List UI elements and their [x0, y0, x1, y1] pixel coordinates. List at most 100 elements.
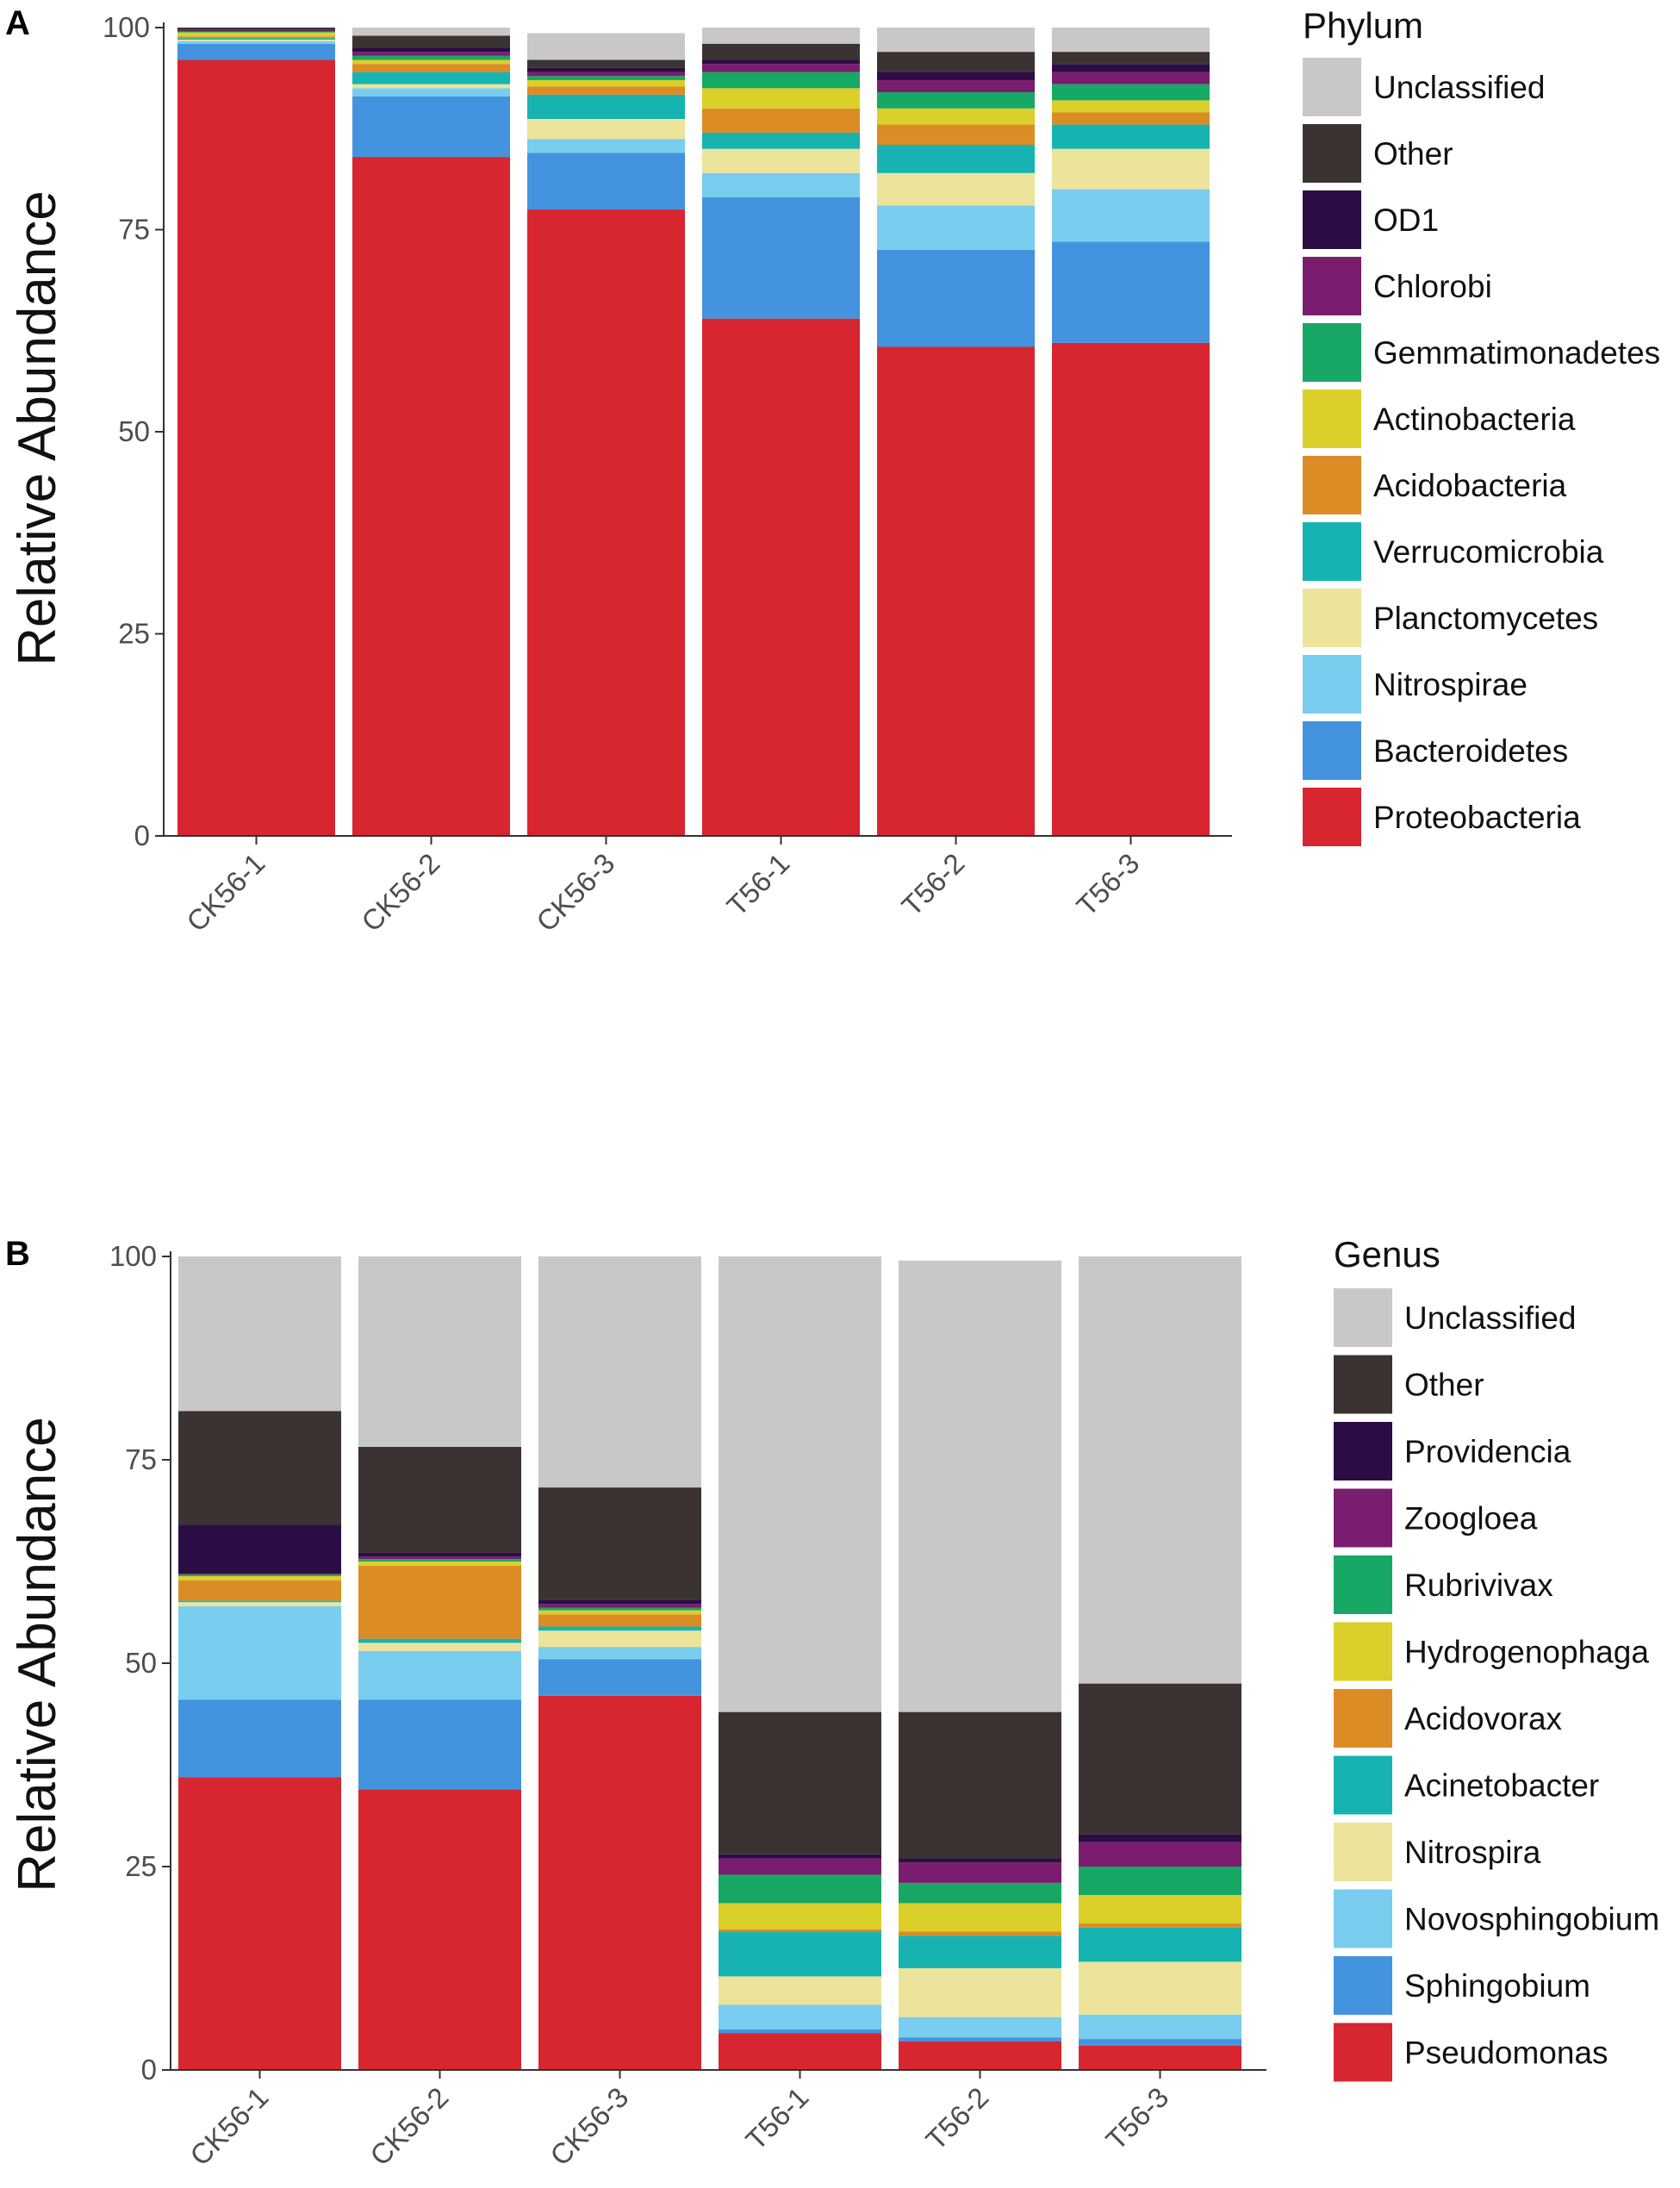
panel-a-x-tick-label-t56-1: T56-1 — [720, 847, 795, 922]
panel-b-segment-hydrogenophaga — [1079, 1895, 1241, 1924]
panel-b-bar-ck56-1 — [178, 1256, 341, 2070]
panel-b-segment-other — [178, 1411, 341, 1525]
panel-a-segment-actinobacteria — [1052, 100, 1210, 113]
panel-b-segment-novosphingobium — [358, 1650, 521, 1700]
panel-a-segment-unclassified — [702, 28, 860, 44]
panel-a-segment-chlorobi — [352, 52, 510, 56]
panel-a-segment-proteobacteria — [1052, 342, 1210, 836]
panel-b-legend-label-nitrospira: Nitrospira — [1404, 1835, 1541, 1870]
panel-a-segment-verrucomicrobia — [352, 72, 510, 84]
panel-b-bar-ck56-2 — [358, 1256, 521, 2070]
panel-a-legend-item-gemmatimonadetes: Gemmatimonadetes — [1303, 323, 1660, 382]
panel-b-legend-item-hydrogenophaga: Hydrogenophaga — [1334, 1622, 1649, 1681]
panel-b-legend-label-acinetobacter: Acinetobacter — [1404, 1768, 1599, 1804]
panel-a-segment-proteobacteria — [177, 59, 335, 836]
panel-b-segment-acidovorax — [899, 1931, 1061, 1936]
panel-a-bar-ck56-3 — [527, 33, 685, 837]
panel-b-segment-acinetobacter — [538, 1626, 701, 1631]
panel-b-legend-item-rubrivivax: Rubrivivax — [1334, 1555, 1553, 1614]
panel-b-x-tick-label-ck56-1: CK56-1 — [184, 2081, 274, 2172]
panel-b-y-tick-label: 50 — [125, 1647, 157, 1679]
panel-a-segment-acidobacteria — [877, 124, 1035, 146]
panel-b-segment-nitrospira — [1079, 1961, 1241, 2015]
panel-a-legend-label-proteobacteria: Proteobacteria — [1373, 800, 1581, 835]
panel-a-legend-item-proteobacteria: Proteobacteria — [1303, 788, 1581, 846]
panel-b-segment-nitrospira — [358, 1643, 521, 1651]
panel-b-y-tick-label: 100 — [109, 1240, 157, 1272]
panel-b-legend-label-sphingobium: Sphingobium — [1404, 1968, 1590, 2004]
panel-a-legend-item-chlorobi: Chlorobi — [1303, 257, 1492, 315]
panel-b-legend-label-acidovorax: Acidovorax — [1404, 1701, 1563, 1736]
panel-a-bars — [177, 28, 1210, 837]
panel-b-legend-swatch-unclassified — [1334, 1288, 1392, 1347]
panel-b-segment-pseudomonas — [538, 1695, 701, 2070]
panel-b-x-tick-label-t56-1: T56-1 — [739, 2081, 814, 2156]
panel-a-segment-bacteroidetes — [177, 43, 335, 60]
panel-a-segment-od1 — [352, 47, 510, 53]
panel-a-y-tick-label: 75 — [118, 214, 150, 246]
panel-a-segment-bacteroidetes — [702, 196, 860, 319]
panel-a-x-tick-label-t56-3: T56-3 — [1070, 847, 1145, 922]
panel-a-segment-planctomycetes — [177, 40, 335, 41]
panel-b-segment-zoogloea — [719, 1858, 881, 1875]
panel-b-legend: Unclassified Other Providencia Zoogloea Rubr… — [1334, 1288, 1659, 2082]
panel-a-segment-nitrospirae — [352, 88, 510, 97]
panel-b-legend-item-unclassified: Unclassified — [1334, 1288, 1576, 1347]
panel-a-segment-unclassified — [877, 28, 1035, 53]
panel-b-y-tick-label: 25 — [125, 1850, 157, 1882]
panel-b-segment-hydrogenophaga — [899, 1903, 1061, 1932]
panel-a-bar-ck56-2 — [352, 28, 510, 836]
panel-a-bar-ck56-1 — [177, 28, 335, 836]
panel-a-legend-swatch-od1 — [1303, 190, 1361, 249]
panel-a-legend-swatch-acidobacteria — [1303, 456, 1361, 514]
panel-a-segment-bacteroidetes — [352, 96, 510, 158]
panel-b-segment-sphingobium — [1079, 2039, 1241, 2046]
panel-b-legend-label-hydrogenophaga: Hydrogenophaga — [1404, 1635, 1649, 1670]
panel-a-segment-gemmatimonadetes — [702, 72, 860, 89]
panel-a-segment-gemmatimonadetes — [877, 92, 1035, 109]
panel-b-segment-unclassified — [538, 1256, 701, 1488]
panel-a-legend-item-nitrospirae: Nitrospirae — [1303, 655, 1528, 714]
panel-a-x-tick-label-t56-2: T56-2 — [895, 847, 970, 922]
panel-a-segment-proteobacteria — [702, 318, 860, 836]
panel-a-legend-swatch-gemmatimonadetes — [1303, 323, 1361, 382]
panel-b-bar-t56-1 — [719, 1256, 881, 2070]
panel-a-segment-nitrospirae — [527, 139, 685, 153]
panel-b-segment-zoogloea — [358, 1556, 521, 1560]
panel-b-segment-hydrogenophaga — [719, 1903, 881, 1929]
panel-b-segment-novosphingobium — [899, 2017, 1061, 2038]
panel-a-x-axis: CK56-1 CK56-2 CK56-3 T56-1 T56-2 T56-3 — [164, 835, 1232, 938]
panel-b-legend-item-acidovorax: Acidovorax — [1334, 1689, 1563, 1748]
panel-a-segment-actinobacteria — [877, 108, 1035, 125]
panel-a-segment-planctomycetes — [527, 118, 685, 140]
panel-b-segment-zoogloea — [538, 1604, 701, 1608]
panel-a-segment-acidobacteria — [702, 108, 860, 133]
panel-b-legend-swatch-hydrogenophaga — [1334, 1622, 1392, 1681]
panel-a-bar-t56-3 — [1052, 28, 1210, 836]
panel-b-segment-providencia — [178, 1524, 341, 1574]
panel-a-segment-nitrospirae — [177, 41, 335, 44]
panel-a-legend-swatch-nitrospirae — [1303, 655, 1361, 714]
panel-a-legend-title: Phylum — [1303, 5, 1423, 46]
panel-a-legend-label-planctomycetes: Planctomycetes — [1373, 601, 1598, 636]
panel-b-segment-novosphingobium — [178, 1605, 341, 1700]
panel-b-y-tick-label: 0 — [141, 2054, 157, 2085]
panel-a-segment-acidobacteria — [352, 64, 510, 72]
panel-a-legend-item-acidobacteria: Acidobacteria — [1303, 456, 1567, 514]
panel-b-segment-rubrivivax — [899, 1882, 1061, 1904]
panel-a-legend-label-od1: OD1 — [1373, 203, 1439, 238]
panel-b-segment-other — [538, 1487, 701, 1600]
panel-b-segment-acinetobacter — [899, 1936, 1061, 1968]
panel-b-legend-label-other: Other — [1404, 1368, 1484, 1403]
panel-b-segment-sphingobium — [178, 1699, 341, 1778]
panel-a-segment-actinobacteria — [527, 79, 685, 87]
panel-a-x-tick-label-ck56-3: CK56-3 — [530, 847, 620, 938]
panel-a-segment-verrucomicrobia — [177, 38, 335, 41]
panel-a-legend-label-chlorobi: Chlorobi — [1373, 269, 1492, 304]
panel-b-segment-unclassified — [358, 1256, 521, 1447]
panel-a-legend-swatch-actinobacteria — [1303, 390, 1361, 448]
panel-a-legend: Unclassified Other OD1 Chlorobi Gemmatimonad… — [1303, 58, 1660, 846]
panel-b-segment-rubrivivax — [358, 1559, 521, 1562]
